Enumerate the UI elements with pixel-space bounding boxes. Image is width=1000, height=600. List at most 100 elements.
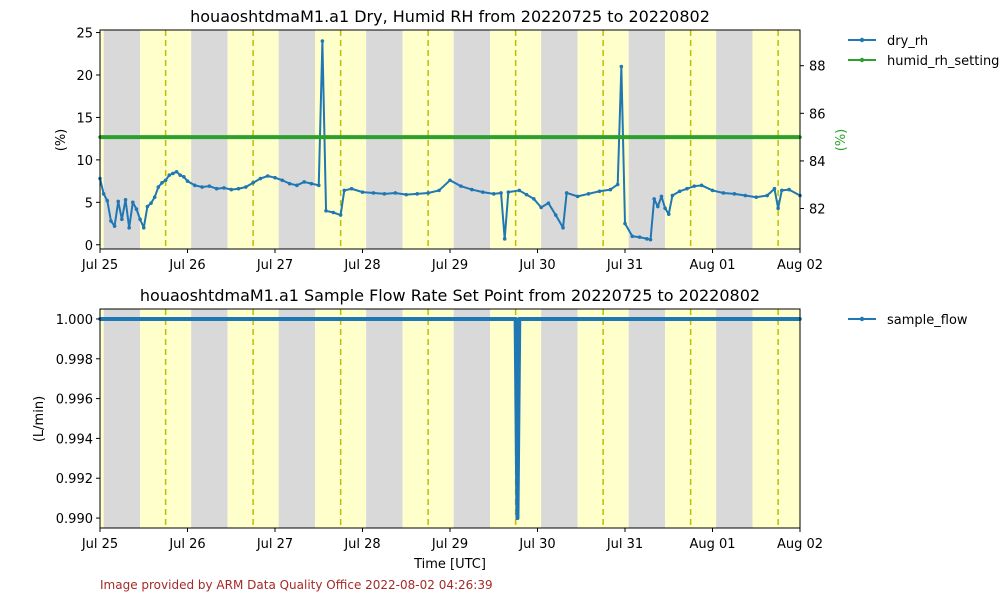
dry_rh-point <box>156 185 161 189</box>
day-band <box>100 309 104 528</box>
x-axis: Jul 25 Jul 26 Jul 27 Jul 28 Jul 29 Jul 30 Jul … <box>81 249 823 273</box>
x-tick-label: Jul 31 <box>606 258 643 273</box>
dry_rh-point <box>295 183 299 188</box>
legend-marker <box>859 37 865 43</box>
dry_rh-point <box>273 175 277 180</box>
dry_rh-point <box>659 194 664 199</box>
sample_flow-point <box>513 317 518 321</box>
dry_rh-point <box>470 187 474 192</box>
dry_rh-point <box>608 187 613 192</box>
y-tick-label: 0.992 <box>56 472 93 487</box>
night-band <box>366 309 403 528</box>
night-band <box>716 309 753 528</box>
legend-marker <box>859 57 865 63</box>
dry_rh-point <box>677 189 682 194</box>
dry-humid-rh-panel: houaoshtdmaM1.a1 Dry, Humid RH from 2022… <box>54 7 999 273</box>
dry_rh-point <box>539 205 543 210</box>
x-tick-label: Jul 28 <box>343 258 380 273</box>
legend: sample_flow <box>848 313 968 328</box>
dry_rh-point <box>481 190 485 194</box>
plot-area <box>98 39 802 242</box>
y-axis-label: (%) <box>54 129 69 152</box>
y-axis-label: (L/min) <box>32 396 47 442</box>
day-band <box>752 30 800 249</box>
dry_rh-point <box>302 180 306 184</box>
y-tick-label: 1.000 <box>56 313 93 328</box>
dry_rh-point <box>721 191 726 195</box>
dry_rh-point <box>371 191 376 195</box>
dry_rh-point <box>502 237 507 241</box>
dry_rh-point <box>258 176 263 181</box>
dry_rh-point <box>637 235 642 239</box>
legend-label: sample_flow <box>887 313 968 328</box>
dry_rh-point <box>670 193 675 198</box>
dry_rh-point <box>160 180 164 185</box>
legend-marker <box>859 316 865 322</box>
y-tick-label: 5 <box>85 196 93 211</box>
dry_rh-point <box>174 169 179 174</box>
legend: dry_rh humid_rh_setting <box>848 34 999 69</box>
night-band <box>541 30 578 249</box>
dry_rh-point <box>182 175 186 179</box>
dry_rh-point <box>426 191 430 195</box>
dry_rh-point <box>779 188 784 193</box>
legend-label: dry_rh <box>887 34 928 49</box>
y2-tick-label: 88 <box>809 60 826 75</box>
legend-label: humid_rh_setting <box>887 54 999 69</box>
dry_rh-point <box>652 197 656 201</box>
dry_rh-point <box>149 201 153 205</box>
day-night-bands <box>100 30 800 249</box>
night-band <box>191 309 228 528</box>
dry_rh-point <box>134 207 139 211</box>
dry_rh-point <box>575 194 580 199</box>
dry_rh-point <box>120 217 124 222</box>
dry_rh-point <box>116 199 121 204</box>
y-tick-label: 25 <box>76 27 93 42</box>
sample-flow-panel: houaoshtdmaM1.a1 Sample Flow Rate Set Po… <box>32 286 968 572</box>
y-tick-label: 0.998 <box>56 353 93 368</box>
dry_rh-point <box>524 192 529 197</box>
x-tick-label: Jul 25 <box>81 258 118 273</box>
x-tick-label: Jul 30 <box>518 258 555 273</box>
dry_rh-point <box>112 224 117 228</box>
dry_rh-point <box>448 178 452 183</box>
dry_rh-point <box>185 179 190 183</box>
dry_rh-point <box>499 191 503 195</box>
day-night-bands <box>100 309 800 528</box>
dry_rh-point <box>415 192 419 196</box>
y-tick-label: 15 <box>76 111 93 126</box>
dry_rh-point <box>765 193 769 198</box>
dry_rh-point <box>382 192 387 196</box>
x-tick-label: Jul 30 <box>518 537 555 552</box>
x-axis-label: Time [UTC] <box>413 557 486 572</box>
night-band <box>628 30 666 249</box>
dry_rh-point <box>342 188 347 193</box>
dry_rh-point <box>648 237 653 242</box>
x-tick-label: Jul 26 <box>168 258 205 273</box>
dry_rh-point <box>506 190 511 194</box>
dry_rh-point <box>251 180 255 185</box>
x-tick-label: Jul 25 <box>81 537 118 552</box>
x-tick-label: Aug 01 <box>689 258 735 273</box>
dry_rh-point <box>776 206 780 211</box>
dry_rh-point <box>109 219 113 223</box>
dry_rh-point <box>656 204 660 209</box>
dry_rh-point <box>320 39 325 43</box>
y-axis-left: 0 5 10 15 20 25 <box>76 27 100 254</box>
dry_rh-point <box>138 217 142 222</box>
dry_rh-point <box>280 178 285 183</box>
dry_rh-point <box>167 173 172 177</box>
dry_rh-point <box>309 181 314 186</box>
dry_rh-point <box>131 200 135 205</box>
dry_rh-point <box>244 185 248 189</box>
night-band <box>366 30 403 249</box>
footer-credit: Image provided by ARM Data Quality Offic… <box>100 578 493 592</box>
dry_rh-point <box>101 192 106 196</box>
dry_rh-point <box>663 206 667 211</box>
dry_rh-point <box>207 184 212 188</box>
dry_rh-point <box>265 174 270 178</box>
chart-title: houaoshtdmaM1.a1 Sample Flow Rate Set Po… <box>140 286 760 305</box>
dry_rh-point <box>692 184 697 188</box>
dry_rh-point <box>163 178 168 183</box>
